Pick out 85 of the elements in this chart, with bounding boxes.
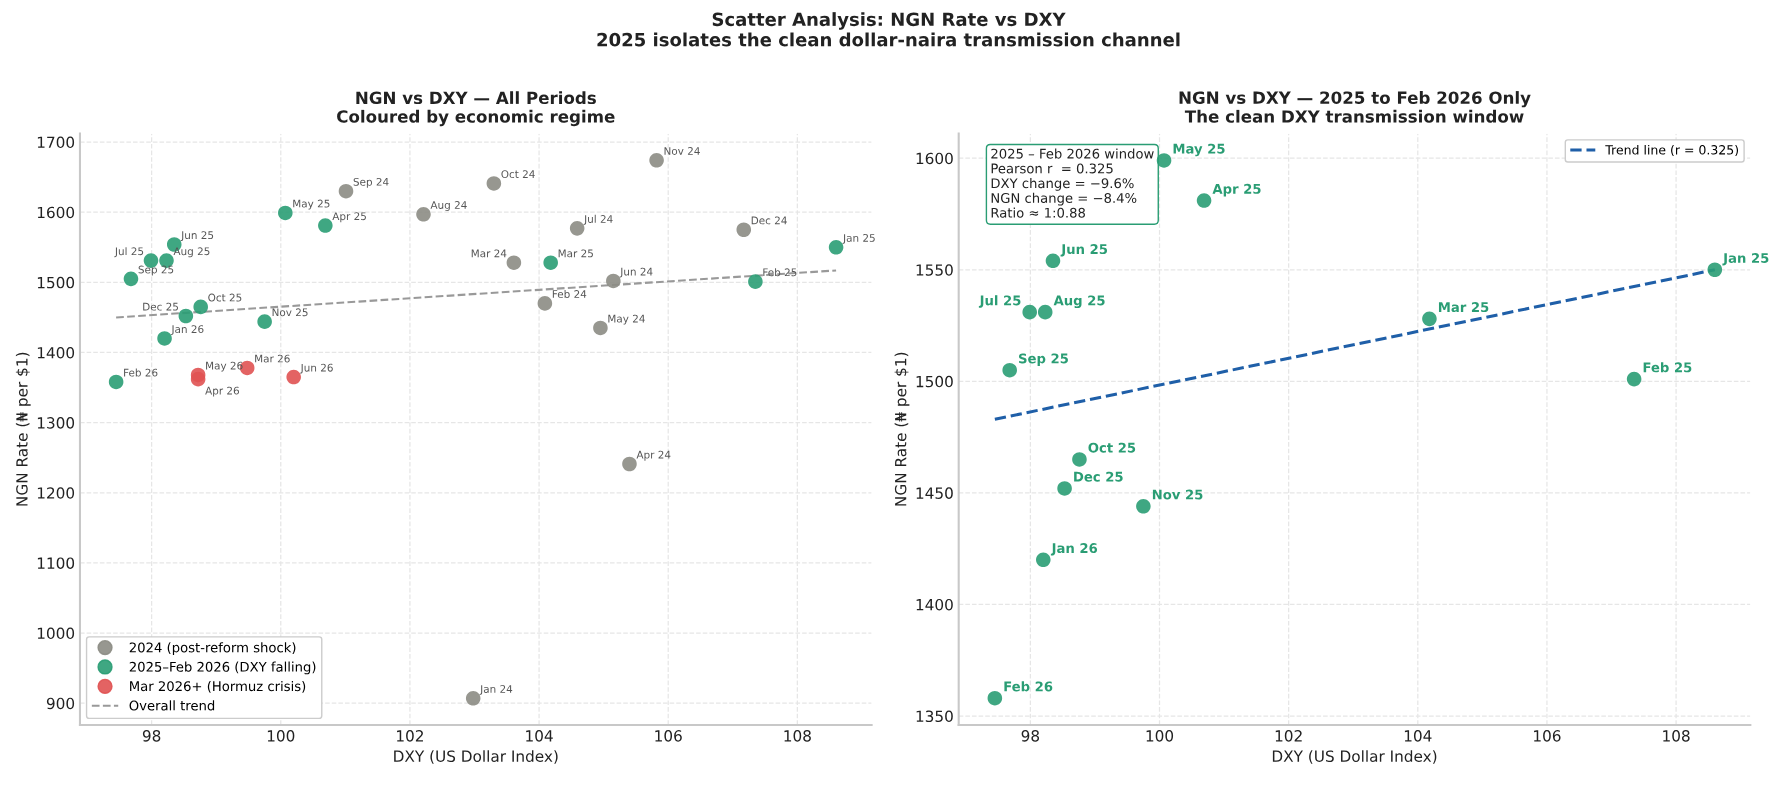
- y-tick-label: 1400: [37, 346, 75, 359]
- legend-label: 2025–Feb 2026 (DXY falling): [129, 661, 316, 675]
- annotation: Feb 25: [1643, 362, 1692, 373]
- text: Scatter Analysis: NGN Rate vs DXY 2025 isolates the clean dollar-naira transmission channel: [597, 12, 1180, 47]
- legend-label: Overall trend: [129, 700, 215, 711]
- annotation: May 24: [608, 314, 645, 325]
- annotation: Jan 24: [479, 685, 513, 695]
- annotation: Jan 26: [1050, 543, 1098, 556]
- x-tick-label: 106: [655, 730, 682, 742]
- x-tick-label: 100: [267, 730, 295, 742]
- annotation: Oct 25: [1088, 442, 1136, 453]
- y-tick-label: 900: [46, 697, 75, 710]
- annotation: Jan 25: [842, 233, 875, 244]
- annotation: Aug 25: [173, 247, 210, 258]
- annotation: Mar 25: [1438, 302, 1489, 313]
- x-tick-label: 98: [142, 730, 161, 742]
- chart-subtitle: The clean DXY transmission window: [1184, 109, 1524, 123]
- annotation: Feb 26: [124, 368, 158, 377]
- annotation: Dec 25: [1074, 471, 1123, 482]
- annotation: Jan 25: [1722, 253, 1769, 266]
- annotation: Apr 26: [205, 386, 240, 397]
- y-tick-label: 1450: [916, 487, 953, 499]
- annotation: Apr 25: [332, 212, 366, 223]
- annotation: Sep 25: [138, 265, 174, 276]
- x-tick-label: 98: [1021, 730, 1040, 742]
- y-tick-label: 1000: [37, 627, 75, 640]
- annotation: Dec 25: [143, 302, 179, 311]
- annotation: Feb 26: [1004, 681, 1053, 692]
- annotation: Sep 24: [353, 177, 389, 188]
- y-tick-label: 1600: [916, 152, 953, 165]
- annotation: Aug 25: [1053, 295, 1105, 309]
- legend-label: 2024 (post-reform shock): [129, 642, 296, 655]
- annotation: May 25: [293, 199, 330, 210]
- y-tick-label: 1350: [916, 710, 953, 723]
- annotation: Jan 26: [170, 325, 204, 335]
- annotation: Feb 25: [763, 268, 797, 277]
- annotation: Mar 25: [558, 249, 593, 258]
- chart-title: NGN vs DXY — All Periods: [356, 91, 596, 105]
- annotation: Oct 25: [208, 293, 242, 302]
- annotation: Dec 24: [751, 216, 787, 225]
- y-axis-title: NGN Rate (₦ per $1): [894, 352, 910, 506]
- annotation: Nov 25: [1152, 489, 1203, 500]
- x-tick-label: 104: [1404, 730, 1432, 742]
- x-tick-label: 106: [1534, 730, 1561, 742]
- annotation: 2025 – Feb 2026 window Pearson r = 0.325 DXY change = −9.6% NGN change = −8.4% Ratio ≈ 1:0.88: [991, 148, 1154, 218]
- x-tick-label: 108: [784, 730, 811, 742]
- y-tick-label: 1700: [37, 136, 75, 149]
- y-tick-label: 1200: [37, 487, 75, 499]
- x-tick-label: 104: [526, 730, 553, 742]
- annotation: Apr 25: [1212, 183, 1261, 197]
- x-axis-title: DXY (US Dollar Index): [1272, 750, 1437, 764]
- annotation: Jul 25: [114, 247, 144, 258]
- annotation: Sep 25: [1018, 353, 1068, 366]
- annotation: Jun 25: [1060, 244, 1108, 257]
- x-axis-title: DXY (US Dollar Index): [394, 750, 558, 764]
- chart-title: NGN vs DXY — 2025 to Feb 2026 Only: [1179, 91, 1531, 108]
- y-axis-title: NGN Rate (₦ per $1): [15, 352, 31, 506]
- annotation: Nov 25: [272, 308, 308, 317]
- x-tick-label: 102: [1275, 730, 1302, 742]
- annotation: Aug 24: [430, 201, 467, 211]
- annotation: Mar 26: [255, 354, 290, 363]
- legend-label: Mar 2026+ (Hormuz crisis): [130, 680, 306, 693]
- y-tick-label: 1500: [37, 276, 75, 289]
- annotation: Feb 24: [552, 289, 587, 298]
- annotation: Jun 25: [180, 231, 214, 241]
- annotation: Jun 26: [300, 363, 333, 374]
- annotation: Jul 24: [583, 214, 613, 225]
- y-tick-label: 1600: [37, 206, 75, 219]
- annotation: Oct 24: [501, 170, 535, 179]
- chart-subtitle: Coloured by economic regime: [337, 109, 615, 127]
- y-tick-label: 1100: [37, 557, 75, 569]
- x-tick-label: 102: [397, 730, 423, 742]
- annotation: Mar 24: [471, 249, 507, 258]
- annotation: Jun 24: [619, 267, 653, 278]
- y-tick-label: 1300: [37, 417, 75, 429]
- x-tick-label: 100: [1146, 730, 1174, 742]
- annotation: Jul 25: [978, 295, 1021, 308]
- y-tick-label: 1550: [916, 264, 953, 276]
- y-tick-label: 1500: [916, 375, 953, 388]
- annotation: May 25: [1173, 143, 1225, 157]
- annotation: Apr 24: [636, 450, 671, 461]
- legend-label: Trend line (r = 0.325): [1605, 144, 1739, 157]
- y-tick-label: 1400: [916, 598, 953, 611]
- x-tick-label: 108: [1663, 730, 1690, 742]
- annotation: Nov 24: [664, 147, 700, 155]
